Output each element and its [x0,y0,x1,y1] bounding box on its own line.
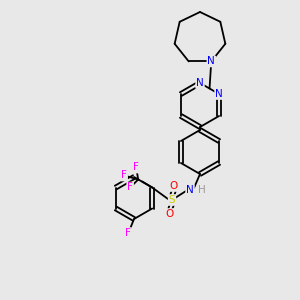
Text: F: F [121,170,127,181]
Text: F: F [127,182,133,193]
Text: N: N [215,89,223,99]
Text: S: S [169,195,175,205]
Text: H: H [198,185,206,195]
Text: O: O [166,209,174,219]
Text: N: N [186,185,194,195]
Text: N: N [196,78,204,88]
Text: F: F [125,228,131,238]
Text: N: N [207,56,215,66]
Text: F: F [133,163,139,172]
Text: O: O [170,181,178,191]
